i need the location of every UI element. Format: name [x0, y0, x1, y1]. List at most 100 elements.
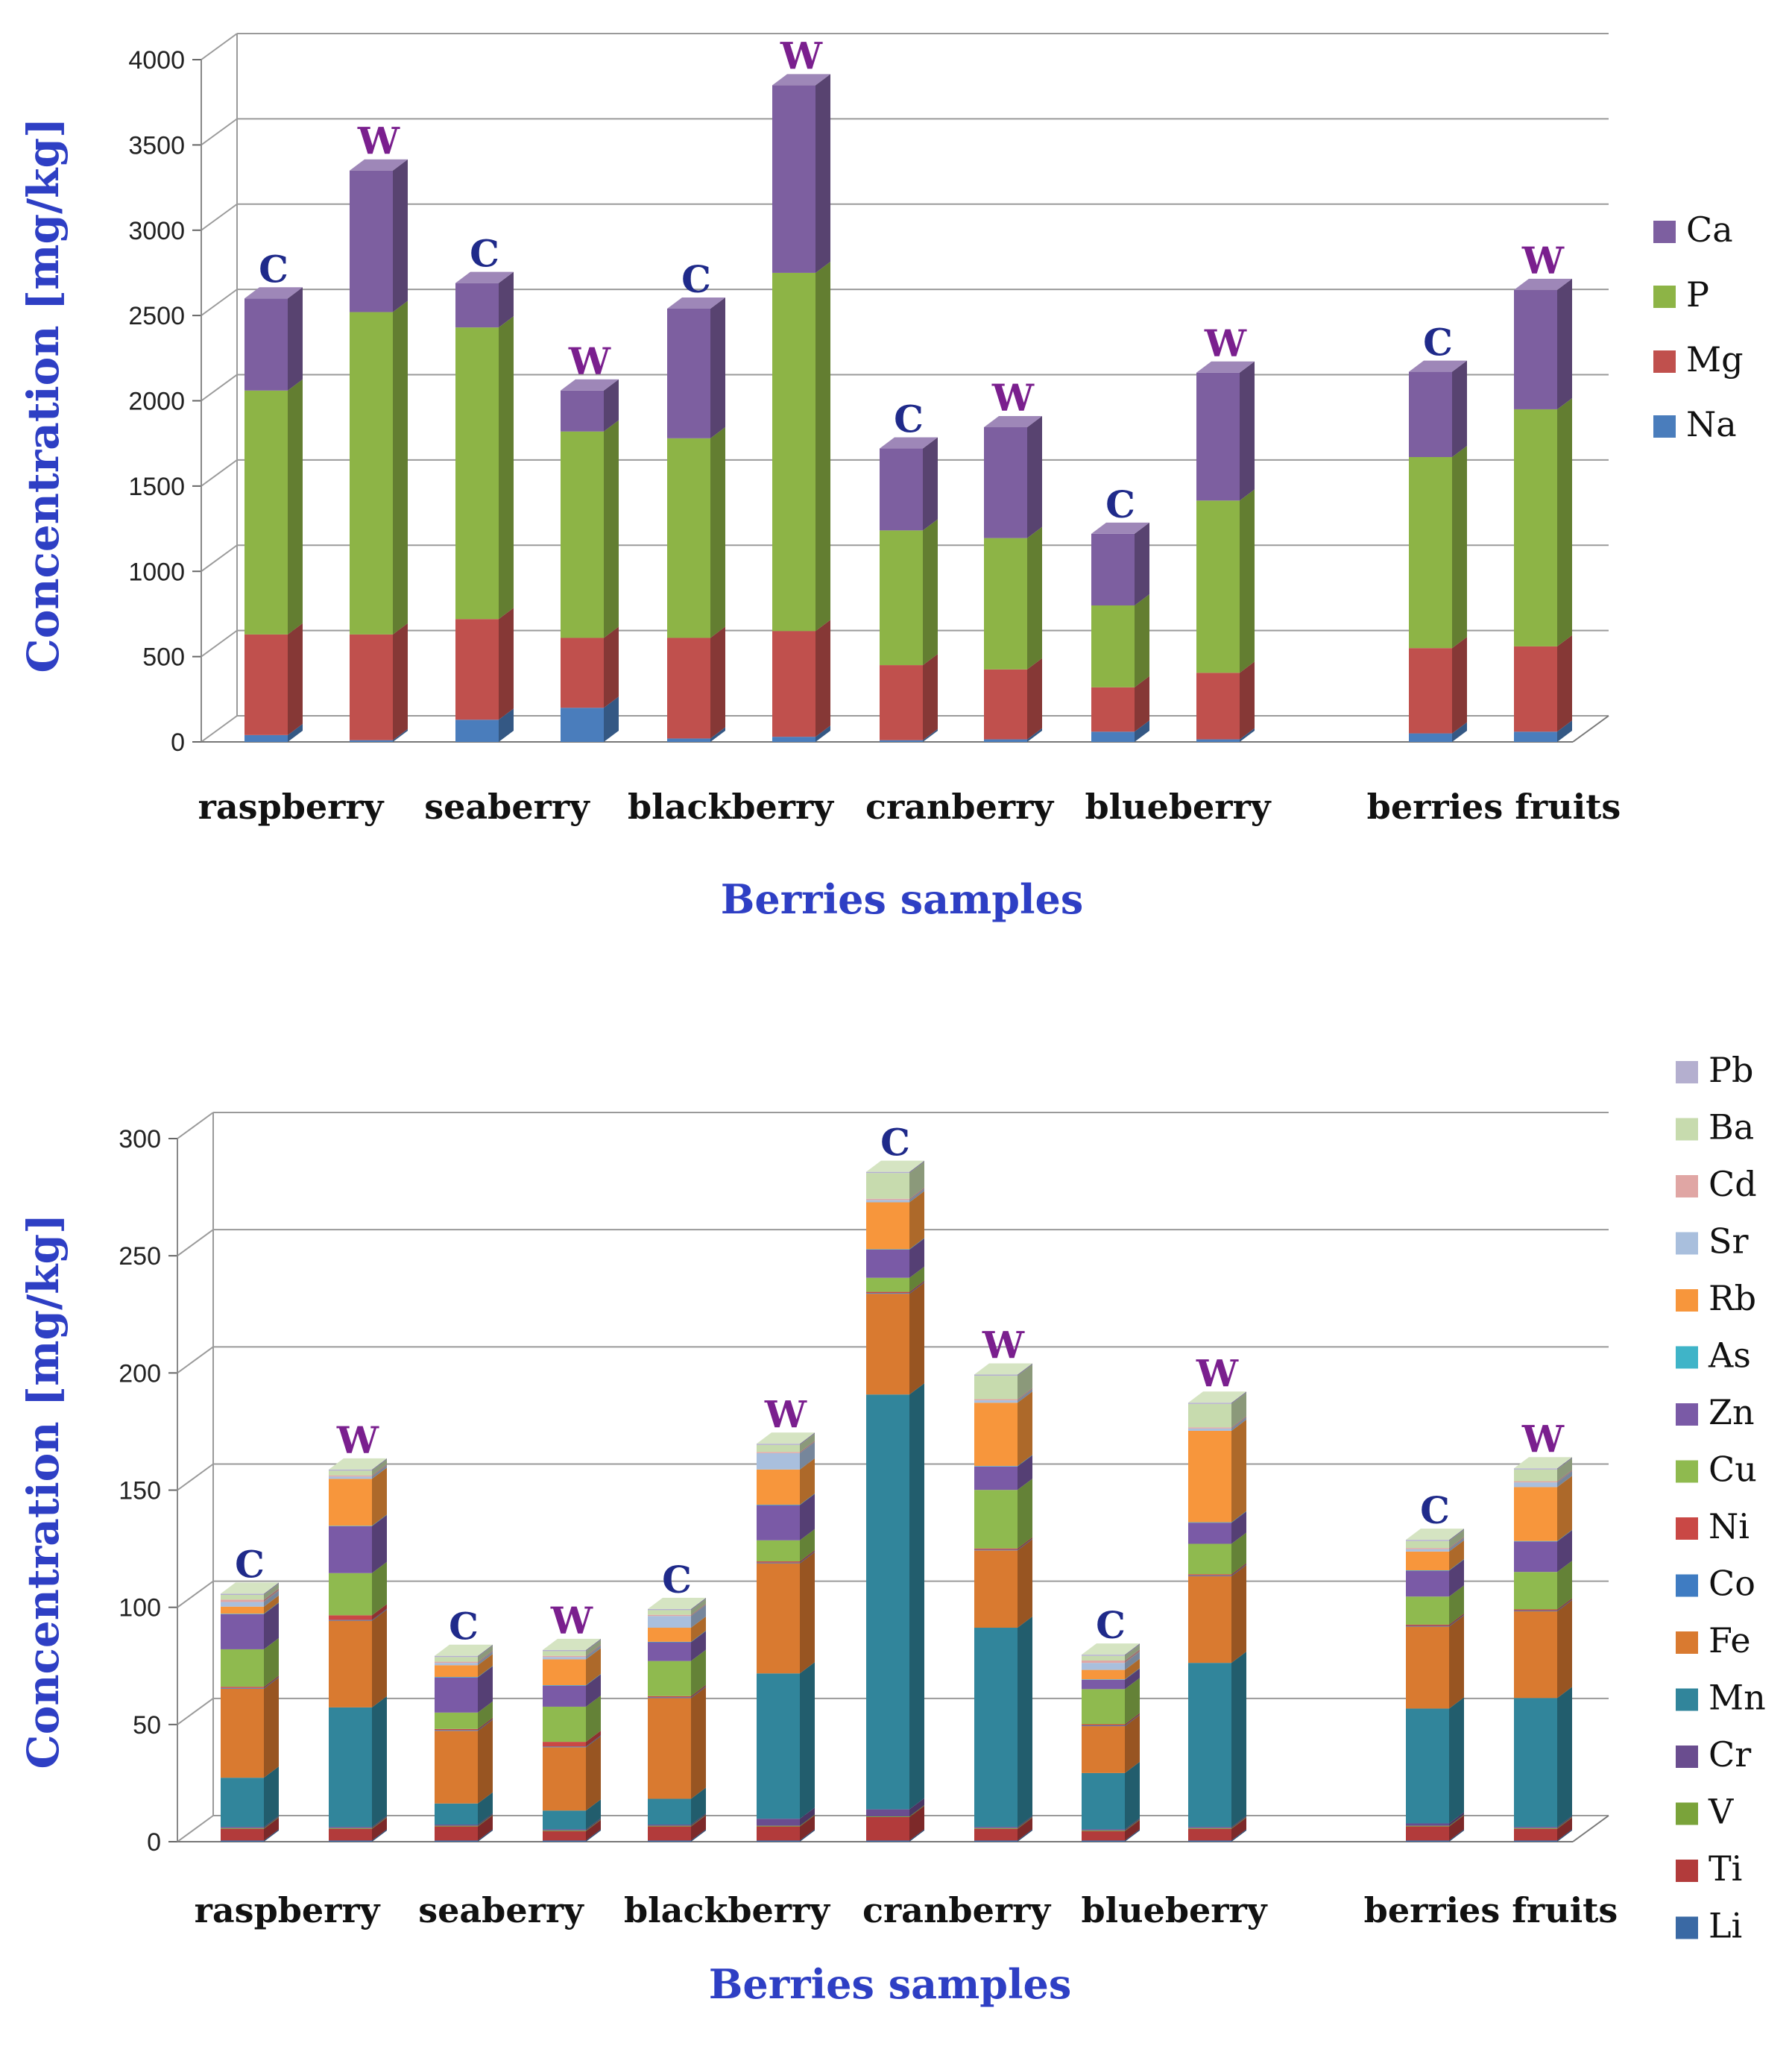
bar-berries-fruits-W-Mn-side: [1557, 1687, 1572, 1828]
bar-cranberry-C-Cd-front: [866, 1198, 909, 1200]
bar-seaberry-W-Ba-side: [586, 1640, 601, 1656]
bar-blueberry-C-Pb-side: [1125, 1643, 1140, 1656]
bar-sample-label: W: [1521, 1417, 1565, 1461]
bar-blueberry-C-Ti-front: [1082, 1831, 1125, 1841]
bar-raspberry-W-Sr-side: [372, 1465, 387, 1479]
bar-berries-fruits-W-Ni-side: [1557, 1598, 1572, 1611]
bar-blueberry-C-P-front: [1091, 605, 1135, 687]
bar-blackberry-W-Ti-front: [757, 1826, 800, 1841]
bar-cranberry-W-Sr-side: [1018, 1389, 1032, 1403]
bar-blueberry-C-As-front: [1082, 1679, 1125, 1680]
bar-seaberry-W-Rb-front: [543, 1659, 586, 1686]
bar-blueberry-C-Li-side: [1125, 1829, 1140, 1842]
bar-berries-fruits-W-Sr-front: [1514, 1482, 1557, 1488]
bar-seaberry-W-Fe-front: [543, 1747, 586, 1811]
bar-raspberry-C-Na-side: [288, 723, 303, 742]
bar-blueberry-C-P-side: [1135, 594, 1149, 687]
bar-blackberry-W-Mn-side: [800, 1662, 815, 1819]
x-category-label: cranberry: [865, 787, 1054, 827]
bar-raspberry-C-Na-front: [244, 734, 288, 742]
bar-berries-fruits-C-Mn-front: [1406, 1708, 1449, 1824]
bar-berries-fruits-W-Cu-side: [1557, 1561, 1572, 1610]
bar-raspberry-W-Fe-front: [329, 1620, 372, 1707]
gridline-depth: [201, 289, 238, 316]
legend-swatch-Fe: [1676, 1631, 1698, 1654]
x-category-label: blackberry: [628, 787, 834, 827]
bar-berries-fruits-C-Rb-side: [1449, 1540, 1464, 1571]
bar-berries-fruits-W-Li-side: [1557, 1829, 1572, 1842]
bar-cranberry-C-Cu-front: [866, 1277, 909, 1292]
bar-seaberry-C-V-side: [478, 1814, 493, 1827]
bar-cranberry-C-Ba-front: [866, 1173, 909, 1199]
bar-raspberry-W-Ni-front: [329, 1615, 372, 1620]
bar-raspberry-W-Ca-side: [393, 159, 408, 312]
bar-cranberry-W-Ca-side: [1027, 415, 1042, 538]
bar-top-cap: [244, 287, 303, 299]
bar-raspberry-W-Ca-front: [350, 170, 393, 312]
bar-blackberry-W-Mg-side: [815, 620, 830, 737]
bar-berries-fruits-W-Ti-side: [1557, 1817, 1572, 1841]
bar-seaberry-W-As-side: [586, 1674, 601, 1686]
bar-raspberry-W-Mn-side: [372, 1696, 387, 1828]
bar-seaberry-W-P-front: [561, 431, 604, 638]
bar-berries-fruits-C-Fe-front: [1406, 1626, 1449, 1709]
bar-sample-label: C: [880, 1121, 910, 1165]
bar-seaberry-C-V-front: [435, 1825, 478, 1827]
bar-seaberry-C-Ba-front: [435, 1657, 478, 1662]
bar-cranberry-W-Cu-side: [1018, 1479, 1032, 1549]
bar-raspberry-W-Ba-side: [372, 1459, 387, 1476]
bar-berries-fruits-C-V-side: [1449, 1814, 1464, 1827]
bar-top-cap: [648, 1597, 706, 1609]
bar-blackberry-W-Fe-front: [757, 1563, 800, 1674]
bar-sample-label: C: [662, 1558, 692, 1602]
bar-cranberry-C-Cd-side: [909, 1187, 924, 1200]
bar-sample-label: C: [1423, 321, 1453, 365]
bar-blueberry-C-Ni-front: [1082, 1724, 1125, 1726]
y-tick-label: 500: [142, 643, 185, 672]
bar-berries-fruits-W-As-front: [1514, 1540, 1557, 1542]
bar-blackberry-C-Rb-side: [691, 1617, 706, 1642]
bar-blueberry-C-Zn-front: [1082, 1679, 1125, 1690]
bar-blueberry-W-Ca-front: [1196, 372, 1240, 501]
legend-label-Na: Na: [1686, 404, 1737, 444]
floor-edge: [1572, 715, 1609, 743]
bar-seaberry-C-Fe-side: [478, 1719, 493, 1804]
legend-label-Rb: Rb: [1709, 1278, 1756, 1318]
gridline-depth: [177, 1346, 214, 1374]
bar-berries-fruits-C-Ca-front: [1409, 371, 1452, 457]
bar-blackberry-C-Mn-front: [648, 1798, 691, 1825]
bar-cranberry-C-Mn-side: [909, 1383, 924, 1810]
bar-blueberry-C-Cd-side: [1125, 1649, 1140, 1663]
bar-berries-fruits-W-Ca-side: [1557, 278, 1572, 409]
bar-seaberry-C-Cu-front: [435, 1712, 478, 1729]
legend-label-Ni: Ni: [1709, 1506, 1750, 1546]
bar-cranberry-W-Mn-side: [1018, 1617, 1032, 1828]
bar-sample-label: W: [1196, 1351, 1239, 1395]
bar-blackberry-W-Cu-side: [800, 1529, 815, 1562]
bar-seaberry-W-Sr-side: [586, 1646, 601, 1660]
bar-cranberry-C-Mg-side: [923, 654, 938, 740]
bar-blackberry-W-Sr-front: [757, 1452, 800, 1470]
bar-seaberry-W-Ca-side: [604, 379, 619, 432]
bar-berries-fruits-C-Ba-side: [1449, 1529, 1464, 1549]
bar-blueberry-C-Cr-front: [1082, 1829, 1125, 1831]
bar-berries-fruits-W-Mn-front: [1514, 1698, 1557, 1828]
bar-berries-fruits-W-Mg-side: [1557, 635, 1572, 732]
bar-seaberry-C-Ti-side: [478, 1815, 493, 1841]
legend-label-Cd: Cd: [1709, 1164, 1757, 1204]
bar-berries-fruits-C-Sr-front: [1406, 1549, 1449, 1552]
bar-raspberry-C-Sr-side: [264, 1590, 279, 1607]
y-tick-label: 150: [119, 1477, 161, 1505]
bar-top-cap: [1188, 1391, 1246, 1403]
bar-berries-fruits-W-Zn-front: [1514, 1541, 1557, 1573]
bar-blueberry-C-Ba-front: [1082, 1655, 1125, 1661]
legend-label-As: As: [1708, 1335, 1751, 1376]
bar-berries-fruits-C-Cu-side: [1449, 1585, 1464, 1625]
bar-blackberry-W-Rb-front: [757, 1469, 800, 1505]
bar-blackberry-W-As-side: [800, 1493, 815, 1505]
gridline-depth: [177, 1698, 214, 1725]
bar-blackberry-C-Ni-side: [691, 1684, 706, 1698]
bar-berries-fruits-C-As-side: [1449, 1559, 1464, 1571]
bar-blackberry-W-Ca-front: [772, 85, 815, 273]
bar-blackberry-C-Cr-front: [648, 1825, 691, 1826]
